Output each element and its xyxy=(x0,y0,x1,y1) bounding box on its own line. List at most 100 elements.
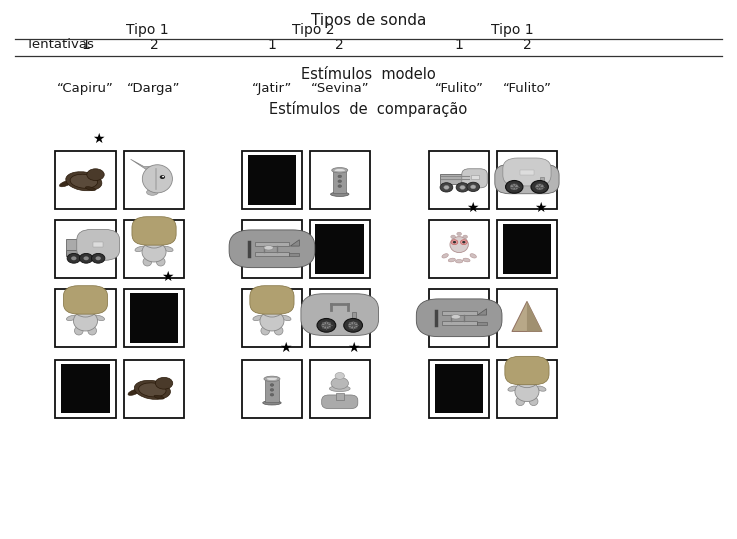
Ellipse shape xyxy=(516,397,525,406)
Bar xyxy=(61,364,110,413)
Ellipse shape xyxy=(156,258,165,266)
FancyBboxPatch shape xyxy=(440,174,469,184)
FancyBboxPatch shape xyxy=(66,250,105,257)
Circle shape xyxy=(267,307,270,309)
Ellipse shape xyxy=(508,386,518,391)
Circle shape xyxy=(338,175,341,178)
FancyBboxPatch shape xyxy=(66,239,91,250)
Ellipse shape xyxy=(442,254,448,258)
Circle shape xyxy=(160,231,165,234)
Circle shape xyxy=(71,257,77,260)
FancyBboxPatch shape xyxy=(441,311,477,315)
Bar xyxy=(242,220,302,278)
Bar xyxy=(497,289,557,347)
Text: 2: 2 xyxy=(523,38,531,52)
FancyBboxPatch shape xyxy=(477,322,486,325)
Ellipse shape xyxy=(82,308,89,312)
Ellipse shape xyxy=(134,381,170,399)
Circle shape xyxy=(273,307,277,309)
Text: Tipo 1: Tipo 1 xyxy=(491,23,534,37)
Polygon shape xyxy=(478,309,486,315)
Circle shape xyxy=(456,183,469,192)
Circle shape xyxy=(528,377,532,379)
Ellipse shape xyxy=(142,165,172,193)
Circle shape xyxy=(270,384,273,386)
Text: ★: ★ xyxy=(347,341,360,355)
Ellipse shape xyxy=(163,246,173,252)
Ellipse shape xyxy=(529,397,538,406)
Circle shape xyxy=(462,241,466,244)
Ellipse shape xyxy=(143,258,152,266)
Circle shape xyxy=(322,322,331,329)
Text: ★: ★ xyxy=(93,132,105,146)
Circle shape xyxy=(80,253,93,263)
Text: Estímulos  de  comparação: Estímulos de comparação xyxy=(270,101,467,118)
Circle shape xyxy=(451,235,455,238)
Ellipse shape xyxy=(331,192,349,196)
Bar xyxy=(429,289,489,347)
Ellipse shape xyxy=(264,246,273,250)
Ellipse shape xyxy=(144,232,164,236)
Circle shape xyxy=(457,232,461,236)
FancyBboxPatch shape xyxy=(470,175,478,179)
Ellipse shape xyxy=(135,246,145,252)
Circle shape xyxy=(270,393,273,396)
Circle shape xyxy=(143,231,165,248)
Bar xyxy=(124,220,184,278)
Circle shape xyxy=(89,299,98,305)
Circle shape xyxy=(516,371,521,374)
Circle shape xyxy=(536,184,544,190)
FancyBboxPatch shape xyxy=(93,241,103,246)
Bar xyxy=(55,360,116,418)
Bar xyxy=(310,289,370,347)
FancyBboxPatch shape xyxy=(321,395,358,409)
FancyBboxPatch shape xyxy=(301,294,379,335)
Text: “Fulito”: “Fulito” xyxy=(435,82,483,95)
Circle shape xyxy=(317,319,336,332)
FancyBboxPatch shape xyxy=(441,321,477,325)
Circle shape xyxy=(142,230,150,236)
Ellipse shape xyxy=(85,186,96,190)
FancyBboxPatch shape xyxy=(336,392,343,400)
Ellipse shape xyxy=(455,260,463,263)
Circle shape xyxy=(261,300,283,317)
Ellipse shape xyxy=(450,237,468,253)
FancyBboxPatch shape xyxy=(229,230,315,268)
Circle shape xyxy=(87,307,91,309)
Polygon shape xyxy=(130,159,159,170)
Circle shape xyxy=(276,299,284,305)
Circle shape xyxy=(278,300,283,303)
Bar xyxy=(242,289,302,347)
Bar xyxy=(242,151,302,209)
Bar xyxy=(242,360,302,418)
Text: 1: 1 xyxy=(268,38,276,52)
Circle shape xyxy=(531,181,548,193)
Circle shape xyxy=(80,307,84,309)
FancyBboxPatch shape xyxy=(495,164,559,194)
Circle shape xyxy=(91,253,105,263)
Ellipse shape xyxy=(281,315,291,321)
Text: 2: 2 xyxy=(335,38,344,52)
Polygon shape xyxy=(333,171,346,194)
Circle shape xyxy=(160,175,165,179)
Bar xyxy=(503,224,551,274)
Bar xyxy=(310,360,370,418)
FancyBboxPatch shape xyxy=(77,230,119,260)
Ellipse shape xyxy=(60,181,71,187)
Bar xyxy=(124,289,184,347)
Circle shape xyxy=(463,235,467,238)
FancyBboxPatch shape xyxy=(132,217,176,245)
Bar xyxy=(310,220,370,278)
Ellipse shape xyxy=(87,169,104,181)
FancyBboxPatch shape xyxy=(290,253,299,256)
Bar xyxy=(124,360,184,418)
Ellipse shape xyxy=(523,378,531,382)
Polygon shape xyxy=(290,240,299,246)
FancyBboxPatch shape xyxy=(503,158,551,186)
Ellipse shape xyxy=(470,254,476,258)
Polygon shape xyxy=(527,301,542,331)
Ellipse shape xyxy=(332,168,348,173)
Circle shape xyxy=(261,300,266,303)
FancyBboxPatch shape xyxy=(520,170,534,175)
Circle shape xyxy=(158,230,167,236)
